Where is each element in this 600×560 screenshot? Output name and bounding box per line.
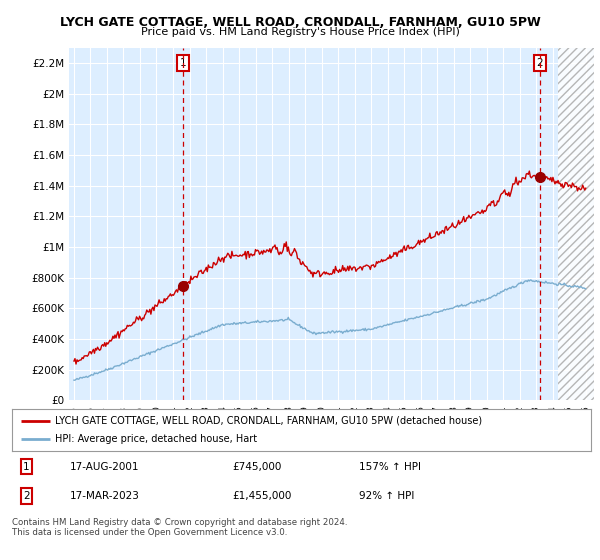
Text: 1: 1 bbox=[23, 461, 30, 472]
Text: 17-MAR-2023: 17-MAR-2023 bbox=[70, 491, 140, 501]
Text: LYCH GATE COTTAGE, WELL ROAD, CRONDALL, FARNHAM, GU10 5PW: LYCH GATE COTTAGE, WELL ROAD, CRONDALL, … bbox=[59, 16, 541, 29]
Text: 2: 2 bbox=[23, 491, 30, 501]
Text: LYCH GATE COTTAGE, WELL ROAD, CRONDALL, FARNHAM, GU10 5PW (detached house): LYCH GATE COTTAGE, WELL ROAD, CRONDALL, … bbox=[55, 416, 482, 426]
Text: HPI: Average price, detached house, Hart: HPI: Average price, detached house, Hart bbox=[55, 434, 257, 444]
Text: 17-AUG-2001: 17-AUG-2001 bbox=[70, 461, 139, 472]
Text: 2: 2 bbox=[536, 58, 543, 68]
Bar bbox=[557, 48, 594, 400]
Text: Contains HM Land Registry data © Crown copyright and database right 2024.
This d: Contains HM Land Registry data © Crown c… bbox=[12, 518, 347, 538]
Text: £745,000: £745,000 bbox=[232, 461, 281, 472]
Text: 157% ↑ HPI: 157% ↑ HPI bbox=[359, 461, 421, 472]
Text: £1,455,000: £1,455,000 bbox=[232, 491, 292, 501]
Text: 92% ↑ HPI: 92% ↑ HPI bbox=[359, 491, 415, 501]
Text: Price paid vs. HM Land Registry's House Price Index (HPI): Price paid vs. HM Land Registry's House … bbox=[140, 27, 460, 37]
Text: 1: 1 bbox=[180, 58, 187, 68]
